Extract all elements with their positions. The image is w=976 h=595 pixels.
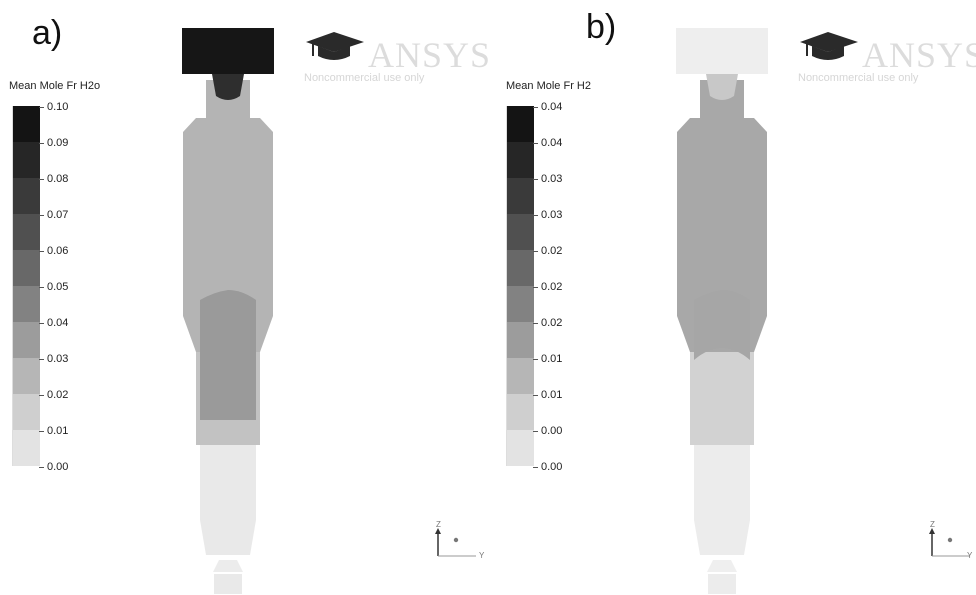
legend-tick: 0.00 [532, 425, 563, 437]
colorbar-cell [507, 430, 534, 466]
colorbar-cell [507, 394, 534, 430]
panel-b: b) Mean Mole Fr H2 0.04 0.04 0.03 0.03 0… [496, 0, 976, 595]
logo-wordmark: ANSYS [862, 35, 976, 75]
colorbar-cell [13, 178, 40, 214]
watermark-text: Noncommercial use only [304, 72, 425, 84]
legend-tick: 0.01 [38, 425, 69, 437]
colorbar [12, 106, 40, 466]
legend-tick: 0.03 [38, 353, 69, 365]
colorbar-cell [507, 142, 534, 178]
axis-triad [929, 528, 970, 557]
legend-tick: 0.00 [38, 461, 69, 473]
reactor-contour [182, 28, 274, 594]
legend-tick: 0.04 [532, 137, 563, 149]
colorbar-cell [13, 430, 40, 466]
legend-tick: 0.07 [38, 209, 69, 221]
colorbar-cell [507, 286, 534, 322]
legend-tick: 0.05 [38, 281, 69, 293]
colorbar-cell [13, 214, 40, 250]
ansys-logo: ANSYS Noncommercial use only [304, 30, 490, 90]
logo-wordmark: ANSYS [368, 35, 492, 75]
axis-label-y: Y [479, 551, 485, 560]
reactor-body [182, 28, 274, 594]
graduation-cap-icon [306, 32, 364, 60]
watermark-text: Noncommercial use only [798, 72, 919, 84]
colorbar-cell [507, 178, 534, 214]
legend-tick: 0.06 [38, 245, 69, 257]
legend-tick: 0.03 [532, 173, 563, 185]
reactor-contour [676, 28, 768, 594]
graduation-cap-icon [800, 32, 858, 60]
colorbar-cell [507, 250, 534, 286]
panel-label: b) [586, 8, 617, 46]
colorbar-cell [13, 322, 40, 358]
legend-tick: 0.03 [532, 209, 563, 221]
axis-triad [435, 528, 476, 557]
legend-tick: 0.01 [532, 389, 563, 401]
colorbar-cell [13, 394, 40, 430]
panel-label: a) [32, 14, 63, 52]
colorbar-cell [13, 142, 40, 178]
colorbar-cell [507, 322, 534, 358]
colorbar-cell [13, 286, 40, 322]
colorbar-cell [13, 106, 40, 142]
legend-tick: 0.08 [38, 173, 69, 185]
colorbar-cell [507, 358, 534, 394]
ansys-logo: ANSYS Noncommercial use only [798, 30, 976, 90]
colorbar-cell [13, 250, 40, 286]
legend-tick: 0.02 [532, 281, 563, 293]
colorbar-cell [507, 214, 534, 250]
legend-tick: 0.10 [38, 101, 69, 113]
legend-title: Mean Mole Fr H2 [506, 80, 591, 92]
panel-a: a) Mean Mole Fr H2o 0.10 0.09 0.08 0.07 … [9, 14, 490, 594]
legend-tick: 0.02 [38, 389, 69, 401]
legend-tick: 0.00 [532, 461, 563, 473]
legend-tick: 0.02 [532, 245, 563, 257]
legend-tick: 0.09 [38, 137, 69, 149]
reactor-body [676, 28, 768, 594]
legend-tick: 0.01 [532, 353, 563, 365]
axis-label-z: Z [436, 520, 441, 529]
legend-tick: 0.04 [38, 317, 69, 329]
colorbar [506, 106, 534, 466]
axis-label-z: Z [930, 520, 935, 529]
colorbar-cell [507, 106, 534, 142]
legend-tick: 0.04 [532, 101, 563, 113]
legend-tick: 0.02 [532, 317, 563, 329]
legend-title: Mean Mole Fr H2o [9, 80, 101, 92]
axis-label-y: Y [967, 551, 973, 560]
colorbar-cell [13, 358, 40, 394]
